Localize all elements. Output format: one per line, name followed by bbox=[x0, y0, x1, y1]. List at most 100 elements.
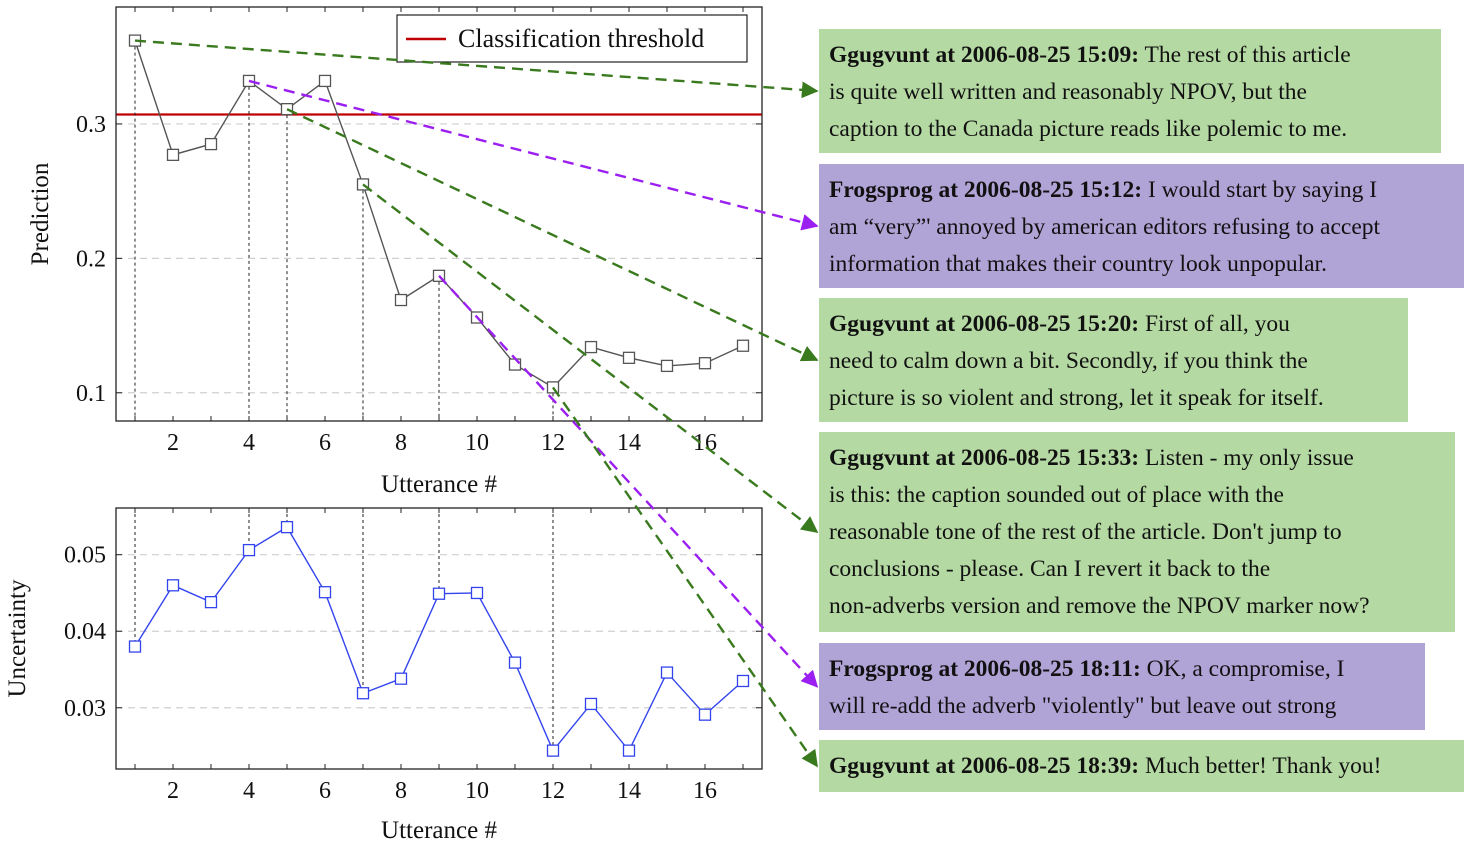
message-line: First of all, you bbox=[1144, 311, 1290, 337]
annotation-arrow bbox=[286, 108, 819, 362]
prediction-plot-frame bbox=[115, 6, 763, 422]
data-point-marker bbox=[584, 340, 598, 354]
message-line: need to calm down a bit. Secondly, if yo… bbox=[829, 348, 1308, 374]
x-tick-label: 6 bbox=[319, 778, 331, 804]
prediction-x-ticks: 2 4 6 8 10 12 14 16 bbox=[134, 7, 744, 456]
message-speaker: Ggugvunt at 2006-08-25 18:39: bbox=[829, 753, 1140, 779]
data-point-marker bbox=[698, 708, 712, 721]
message-box-1: Ggugvunt at 2006-08-25 15:09: The rest o… bbox=[819, 29, 1441, 153]
x-tick-label: 4 bbox=[243, 430, 255, 456]
x-tick-label: 10 bbox=[465, 430, 489, 456]
message-line: OK, a compromise, I bbox=[1146, 656, 1345, 682]
message-line: is quite well written and reasonably NPO… bbox=[829, 79, 1307, 105]
uncertainty-grid bbox=[116, 554, 762, 709]
series-line bbox=[134, 526, 744, 752]
x-tick-label: 6 bbox=[319, 430, 331, 456]
x-tick-label: 12 bbox=[541, 430, 565, 456]
series-line bbox=[134, 40, 744, 389]
uncertainty-y-ticks: 0.03 0.04 0.05 bbox=[64, 543, 762, 722]
message-speaker: Frogsprog at 2006-08-25 15:12: bbox=[829, 177, 1143, 203]
x-tick-label: 2 bbox=[167, 430, 179, 456]
data-point-marker bbox=[508, 358, 522, 371]
uncertainty-chart: 2 4 6 8 10 12 14 16 0.03 0.04 0.05 Utterance # Un… bbox=[4, 507, 763, 843]
message-line: will re-add the adverb "violently" but l… bbox=[829, 693, 1337, 719]
message-line: Much better! Thank you! bbox=[1144, 753, 1382, 779]
x-tick-label: 14 bbox=[617, 430, 641, 456]
data-point-marker bbox=[394, 672, 408, 685]
annotation-arrow bbox=[552, 386, 818, 768]
data-point-marker bbox=[128, 640, 142, 653]
prediction-chart: 2 4 6 8 10 12 14 16 0.10.20.3 Utterance # Predi… bbox=[27, 6, 763, 498]
prediction-y-axis-label: Prediction bbox=[27, 162, 54, 265]
x-tick-label: 8 bbox=[395, 778, 407, 804]
y-tick-label: 0.03 bbox=[64, 696, 106, 722]
data-point-marker bbox=[660, 359, 674, 373]
message-box-2: Frogsprog at 2006-08-25 15:12: I would s… bbox=[819, 164, 1464, 288]
message-line: is this: the caption sounded out of plac… bbox=[829, 482, 1284, 508]
x-tick-label: 10 bbox=[465, 778, 489, 804]
message-line: I would start by saying I bbox=[1147, 177, 1378, 203]
uncertainty-series bbox=[128, 520, 750, 757]
prediction-series bbox=[128, 34, 750, 394]
message-box-6: Ggugvunt at 2006-08-25 18:39: Much bette… bbox=[819, 740, 1464, 792]
x-tick-label: 2 bbox=[167, 778, 179, 804]
x-tick-label: 8 bbox=[395, 430, 407, 456]
data-point-marker bbox=[546, 744, 560, 757]
data-point-marker bbox=[204, 595, 218, 609]
message-line: The rest of this article bbox=[1144, 42, 1351, 68]
message-speaker: Ggugvunt at 2006-08-25 15:20: bbox=[829, 311, 1140, 337]
annotation-arrow bbox=[438, 275, 819, 688]
data-point-marker bbox=[698, 357, 712, 370]
message-line: caption to the Canada picture reads like… bbox=[829, 116, 1348, 142]
data-point-marker bbox=[736, 674, 750, 688]
annotation-arrow bbox=[362, 183, 819, 534]
data-point-marker bbox=[470, 586, 484, 600]
uncertainty-marker-lines bbox=[134, 508, 554, 751]
data-point-marker bbox=[280, 520, 294, 534]
x-tick-label: 16 bbox=[693, 778, 717, 804]
message-line: picture is so violent and strong, let it… bbox=[829, 385, 1324, 411]
message-line: conclusions - please. Can I revert it ba… bbox=[829, 556, 1271, 582]
x-tick-label: 14 bbox=[617, 778, 641, 804]
message-line: Listen - my only issue bbox=[1144, 445, 1354, 471]
data-point-marker bbox=[622, 351, 636, 364]
legend-threshold-label: Classification threshold bbox=[458, 24, 704, 53]
annotation-arrow bbox=[134, 39, 819, 99]
data-point-marker bbox=[318, 74, 332, 88]
message-line: reasonable tone of the rest of the artic… bbox=[829, 519, 1342, 545]
data-point-marker bbox=[204, 137, 218, 151]
message-speaker: Ggugvunt at 2006-08-25 15:33: bbox=[829, 445, 1140, 471]
prediction-marker-lines bbox=[134, 40, 554, 421]
y-tick-label: 0.2 bbox=[76, 246, 106, 272]
data-point-marker bbox=[736, 339, 750, 352]
legend: Classification threshold bbox=[396, 14, 748, 63]
y-tick-label: 0.1 bbox=[76, 381, 106, 407]
y-tick-label: 0.3 bbox=[76, 112, 106, 138]
uncertainty-x-axis-label: Utterance # bbox=[381, 817, 497, 843]
data-point-marker bbox=[432, 587, 446, 600]
message-line: information that makes their country loo… bbox=[829, 251, 1327, 277]
prediction-x-axis-label: Utterance # bbox=[381, 471, 497, 498]
data-point-marker bbox=[356, 687, 370, 700]
message-box-4: Ggugvunt at 2006-08-25 15:33: Listen - m… bbox=[819, 432, 1455, 632]
x-tick-label: 12 bbox=[541, 778, 565, 804]
annotation-arrows bbox=[134, 39, 819, 768]
data-point-marker bbox=[166, 148, 180, 162]
data-point-marker bbox=[166, 579, 180, 592]
message-line: am “very”' annoyed by american editors r… bbox=[829, 214, 1381, 240]
data-point-marker bbox=[394, 293, 408, 307]
data-point-marker bbox=[584, 697, 598, 711]
message-speaker: Frogsprog at 2006-08-25 18:11: bbox=[829, 656, 1141, 682]
data-point-marker bbox=[660, 666, 674, 679]
y-tick-label: 0.05 bbox=[64, 543, 106, 569]
y-tick-label: 0.04 bbox=[64, 619, 106, 645]
message-speaker: Ggugvunt at 2006-08-25 15:09: bbox=[829, 42, 1140, 68]
prediction-y-ticks: 0.1 0.2 0.3 bbox=[76, 112, 762, 407]
message-box-3: Ggugvunt at 2006-08-25 15:20: First of a… bbox=[819, 298, 1408, 422]
legend-box bbox=[396, 14, 748, 63]
prediction-grid bbox=[116, 123, 762, 394]
message-box-5: Frogsprog at 2006-08-25 18:11: OK, a com… bbox=[819, 643, 1425, 730]
data-point-marker bbox=[242, 543, 256, 557]
data-point-marker bbox=[508, 656, 522, 669]
